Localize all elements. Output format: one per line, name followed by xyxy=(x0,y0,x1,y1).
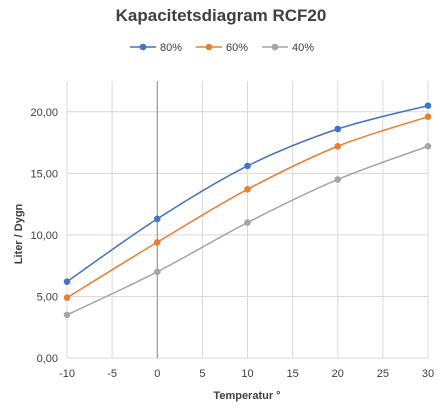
legend-item: 80% xyxy=(130,42,182,54)
data-point xyxy=(244,219,251,226)
x-tick-label: -10 xyxy=(59,368,75,380)
data-point xyxy=(153,268,161,276)
data-point xyxy=(334,176,342,183)
x-tick-label: 0 xyxy=(154,368,160,380)
legend-marker xyxy=(139,43,147,51)
x-tick-label: 25 xyxy=(377,368,389,380)
x-axis-title: Temperatur ° xyxy=(213,390,280,402)
legend-label: 80% xyxy=(160,42,182,54)
data-point xyxy=(424,142,432,150)
data-point xyxy=(63,294,71,301)
legend-label: 60% xyxy=(226,42,248,54)
x-tick-label: 15 xyxy=(287,368,299,380)
y-axis-ticks: 0,00 5,00 10,00 15,00 20,00 xyxy=(30,107,58,365)
data-point xyxy=(424,113,432,121)
x-tick-label: 5 xyxy=(199,368,205,380)
data-point xyxy=(153,215,161,223)
x-tick-label: 20 xyxy=(332,368,344,380)
legend-label: 40% xyxy=(292,42,314,54)
x-axis-ticks: -10 -5 0 5 10 15 20 25 30 xyxy=(59,368,434,380)
y-tick-label: 0,00 xyxy=(37,353,58,365)
data-point xyxy=(63,278,71,285)
x-tick-label: 10 xyxy=(241,368,253,380)
data-point xyxy=(63,311,71,319)
x-tick-label: 30 xyxy=(422,368,434,380)
legend-item: 40% xyxy=(262,42,314,54)
y-tick-label: 5,00 xyxy=(37,291,58,303)
legend-marker xyxy=(271,43,279,51)
data-point xyxy=(424,102,432,109)
legend-item: 60% xyxy=(196,42,248,54)
series-1 xyxy=(63,113,432,301)
legend: 80% 60% 40% xyxy=(130,42,314,54)
data-point xyxy=(153,238,161,246)
series-0 xyxy=(63,102,432,285)
data-point xyxy=(244,162,251,170)
series-group xyxy=(63,102,432,319)
x-tick-label: -5 xyxy=(107,368,117,380)
legend-marker xyxy=(205,43,213,51)
data-point xyxy=(334,125,342,133)
y-tick-label: 15,00 xyxy=(30,168,58,180)
data-point xyxy=(334,142,342,150)
y-tick-label: 10,00 xyxy=(30,230,58,242)
chart-title: Kapacitetsdiagram RCF20 xyxy=(116,6,327,25)
data-point xyxy=(244,186,251,193)
series-2 xyxy=(63,142,432,319)
y-axis-title: Liter / Dygn xyxy=(13,203,25,264)
y-tick-label: 20,00 xyxy=(30,107,58,119)
